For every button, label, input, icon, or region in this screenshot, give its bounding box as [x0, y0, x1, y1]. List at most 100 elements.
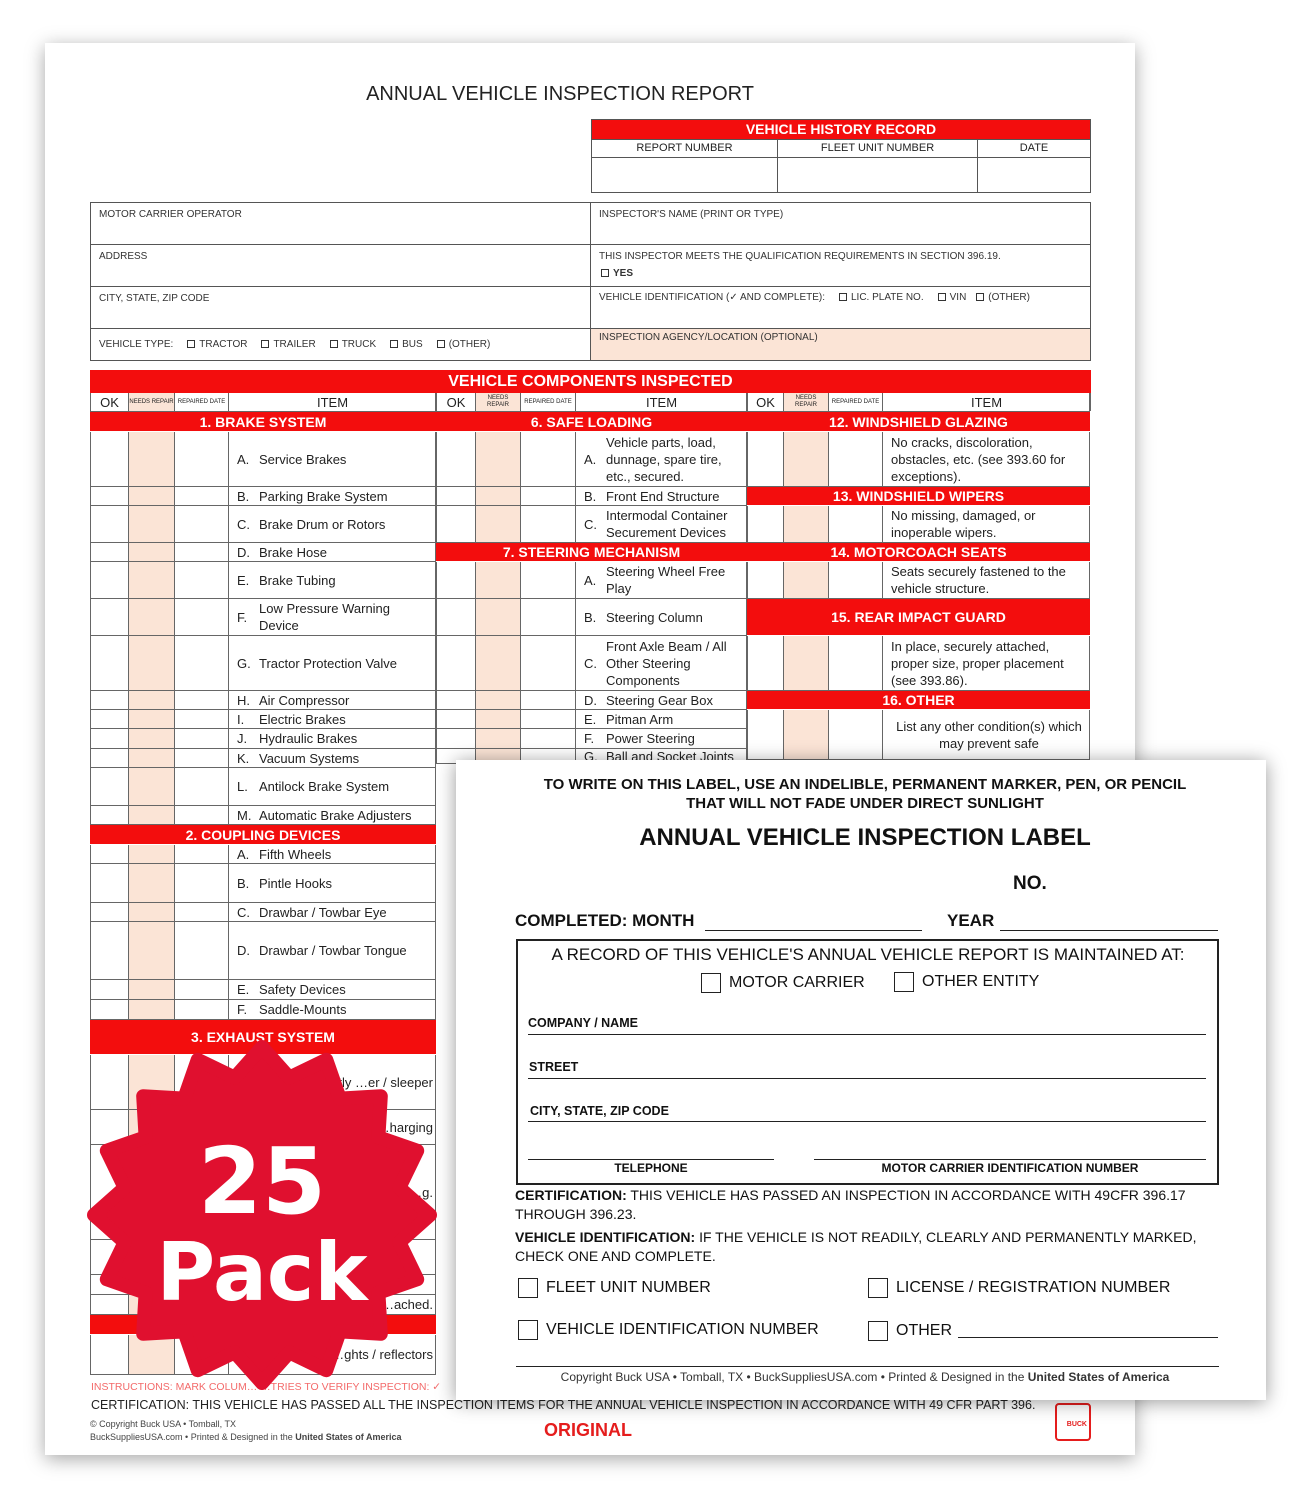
needs-cell[interactable]: [476, 691, 521, 709]
city-field[interactable]: CITY, STATE, ZIP CODE: [90, 286, 591, 329]
ok-cell[interactable]: [91, 599, 129, 635]
ok-cell[interactable]: [91, 1055, 129, 1109]
repaired-cell[interactable]: [175, 506, 229, 542]
tractor-checkbox[interactable]: [187, 340, 196, 348]
yes-checkbox[interactable]: [601, 269, 609, 277]
needs-cell[interactable]: [784, 432, 829, 486]
fleet-unit-checkbox[interactable]: [518, 1278, 538, 1298]
repaired-cell[interactable]: [175, 710, 229, 728]
ok-cell[interactable]: [748, 636, 784, 690]
ok-cell[interactable]: [437, 636, 476, 690]
needs-cell[interactable]: [129, 506, 175, 542]
needs-cell[interactable]: [476, 562, 521, 598]
ok-cell[interactable]: [748, 562, 784, 598]
repaired-cell[interactable]: [829, 432, 883, 486]
repaired-cell[interactable]: [175, 903, 229, 921]
ok-cell[interactable]: [91, 1110, 129, 1144]
repaired-cell[interactable]: [521, 432, 576, 486]
ok-cell[interactable]: [91, 806, 129, 824]
mc-id-input-line[interactable]: [814, 1159, 1206, 1160]
ok-cell[interactable]: [91, 562, 129, 598]
motor-carrier-field[interactable]: MOTOR CARRIER OPERATOR: [90, 202, 591, 245]
ok-cell[interactable]: [437, 599, 476, 635]
needs-cell[interactable]: [129, 980, 175, 999]
needs-cell[interactable]: [129, 806, 175, 824]
repaired-cell[interactable]: [175, 980, 229, 999]
repaired-cell[interactable]: [175, 636, 229, 690]
ok-cell[interactable]: [91, 749, 129, 767]
needs-cell[interactable]: [129, 903, 175, 921]
needs-cell[interactable]: [784, 562, 829, 598]
needs-cell[interactable]: [129, 845, 175, 863]
repaired-cell[interactable]: [175, 768, 229, 805]
ok-cell[interactable]: [437, 710, 476, 728]
repaired-cell[interactable]: [175, 729, 229, 748]
ok-cell[interactable]: [91, 1295, 129, 1314]
repaired-cell[interactable]: [521, 729, 576, 748]
street-input-line[interactable]: [528, 1078, 1206, 1079]
trailer-checkbox[interactable]: [261, 340, 270, 348]
motor-carrier-checkbox[interactable]: [701, 973, 721, 993]
license-checkbox[interactable]: [868, 1278, 888, 1298]
needs-cell[interactable]: [476, 506, 521, 542]
needs-cell[interactable]: [129, 864, 175, 902]
other-type-checkbox[interactable]: [436, 340, 445, 348]
address-field[interactable]: ADDRESS: [90, 244, 591, 287]
ok-cell[interactable]: [437, 432, 476, 486]
company-input-line[interactable]: [528, 1034, 1206, 1035]
needs-cell[interactable]: [129, 1335, 175, 1374]
repaired-cell[interactable]: [175, 845, 229, 863]
vin-checkbox[interactable]: [518, 1320, 538, 1340]
repaired-cell[interactable]: [175, 922, 229, 979]
month-input-line[interactable]: [705, 930, 922, 931]
repaired-cell[interactable]: [521, 710, 576, 728]
ok-cell[interactable]: [437, 729, 476, 748]
needs-cell[interactable]: [129, 768, 175, 805]
vin-checkbox[interactable]: [937, 293, 946, 301]
ok-cell[interactable]: [748, 432, 784, 486]
needs-cell[interactable]: [784, 636, 829, 690]
bus-checkbox[interactable]: [390, 340, 399, 348]
repaired-cell[interactable]: [175, 806, 229, 824]
ok-cell[interactable]: [91, 691, 129, 709]
ok-cell[interactable]: [91, 864, 129, 902]
other-entity-checkbox[interactable]: [894, 972, 914, 992]
needs-cell[interactable]: [129, 487, 175, 505]
inspector-name-field[interactable]: INSPECTOR'S NAME (PRINT OR TYPE): [590, 202, 1091, 245]
ok-cell[interactable]: [437, 487, 476, 505]
needs-cell[interactable]: [129, 749, 175, 767]
ok-cell[interactable]: [437, 691, 476, 709]
needs-cell[interactable]: [476, 487, 521, 505]
needs-cell[interactable]: [476, 636, 521, 690]
needs-cell[interactable]: [129, 636, 175, 690]
repaired-cell[interactable]: [521, 691, 576, 709]
repaired-cell[interactable]: [521, 506, 576, 542]
needs-cell[interactable]: [476, 599, 521, 635]
city-input-line[interactable]: [528, 1121, 1206, 1122]
needs-cell[interactable]: [129, 729, 175, 748]
needs-cell[interactable]: [129, 432, 175, 486]
ok-cell[interactable]: [91, 903, 129, 921]
needs-cell[interactable]: [476, 710, 521, 728]
repaired-cell[interactable]: [175, 562, 229, 598]
ok-cell[interactable]: [437, 562, 476, 598]
ok-cell[interactable]: [91, 432, 129, 486]
repaired-cell[interactable]: [829, 506, 883, 542]
repaired-cell[interactable]: [521, 636, 576, 690]
repaired-cell[interactable]: [175, 487, 229, 505]
repaired-cell[interactable]: [521, 749, 576, 763]
repaired-cell[interactable]: [175, 691, 229, 709]
truck-checkbox[interactable]: [329, 340, 338, 348]
other-input-line[interactable]: [958, 1337, 1218, 1338]
ok-cell[interactable]: [91, 980, 129, 999]
needs-cell[interactable]: [129, 922, 175, 979]
needs-cell[interactable]: [129, 599, 175, 635]
repaired-cell[interactable]: [829, 710, 883, 759]
repaired-cell[interactable]: [175, 1000, 229, 1019]
inspection-agency-field[interactable]: INSPECTION AGENCY/LOCATION (OPTIONAL): [590, 328, 1091, 361]
repaired-cell[interactable]: [175, 864, 229, 902]
ok-cell[interactable]: [91, 710, 129, 728]
telephone-input-line[interactable]: [528, 1159, 774, 1160]
needs-cell[interactable]: [129, 710, 175, 728]
needs-cell[interactable]: [784, 506, 829, 542]
